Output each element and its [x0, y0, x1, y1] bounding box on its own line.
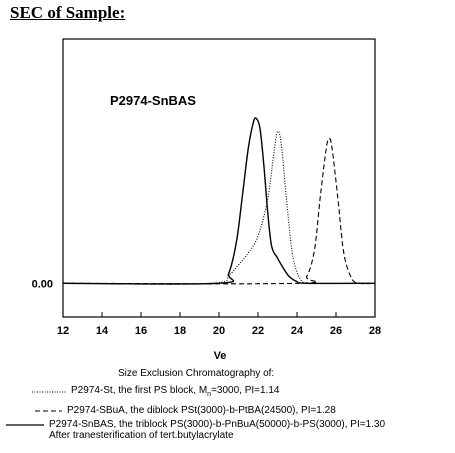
x-tick-label: 26 — [330, 325, 342, 337]
legend-item-dashed: P2974-SBuA, the diblock PSt(3000)-b-PtBA… — [67, 405, 336, 416]
legend-item-solid-note: After tranesterification of tert.butylac… — [49, 430, 234, 441]
legend-item-solid: P2974-SnBAS, the triblock PS(3000)-b-PnB… — [49, 419, 386, 430]
legend-dotted-pre: P2974-St, the first PS block, M — [71, 385, 208, 396]
x-tick-label: 24 — [291, 325, 304, 337]
axis-ticks: 12 14 16 18 20 22 24 26 28 0.00 — [32, 278, 382, 337]
series-line-solid — [62, 117, 376, 285]
legend-dotted-sub: n — [207, 391, 212, 398]
legend-dotted-post: =3000, PI=1.14 — [211, 385, 280, 396]
x-tick-label: 16 — [135, 325, 147, 337]
chart-title: P2974-SnBAS — [110, 93, 196, 108]
x-tick-label: 28 — [369, 325, 381, 337]
page-heading: SEC of Sample: — [10, 3, 126, 22]
series-line-dashed — [62, 137, 376, 285]
x-axis-label: Ve — [214, 350, 227, 362]
legend-caption: Size Exclusion Chromatography of: — [118, 368, 275, 379]
x-tick-label: 20 — [213, 325, 225, 337]
x-tick-label: 22 — [252, 325, 264, 337]
x-tick-label: 18 — [174, 325, 186, 337]
x-tick-label: 12 — [57, 325, 69, 337]
series-lines — [62, 117, 376, 285]
legend-item-dotted: P2974-St, the first PS block, Mn=3000, P… — [71, 385, 279, 398]
x-tick-label: 14 — [96, 325, 109, 337]
y-tick-label: 0.00 — [32, 278, 53, 290]
